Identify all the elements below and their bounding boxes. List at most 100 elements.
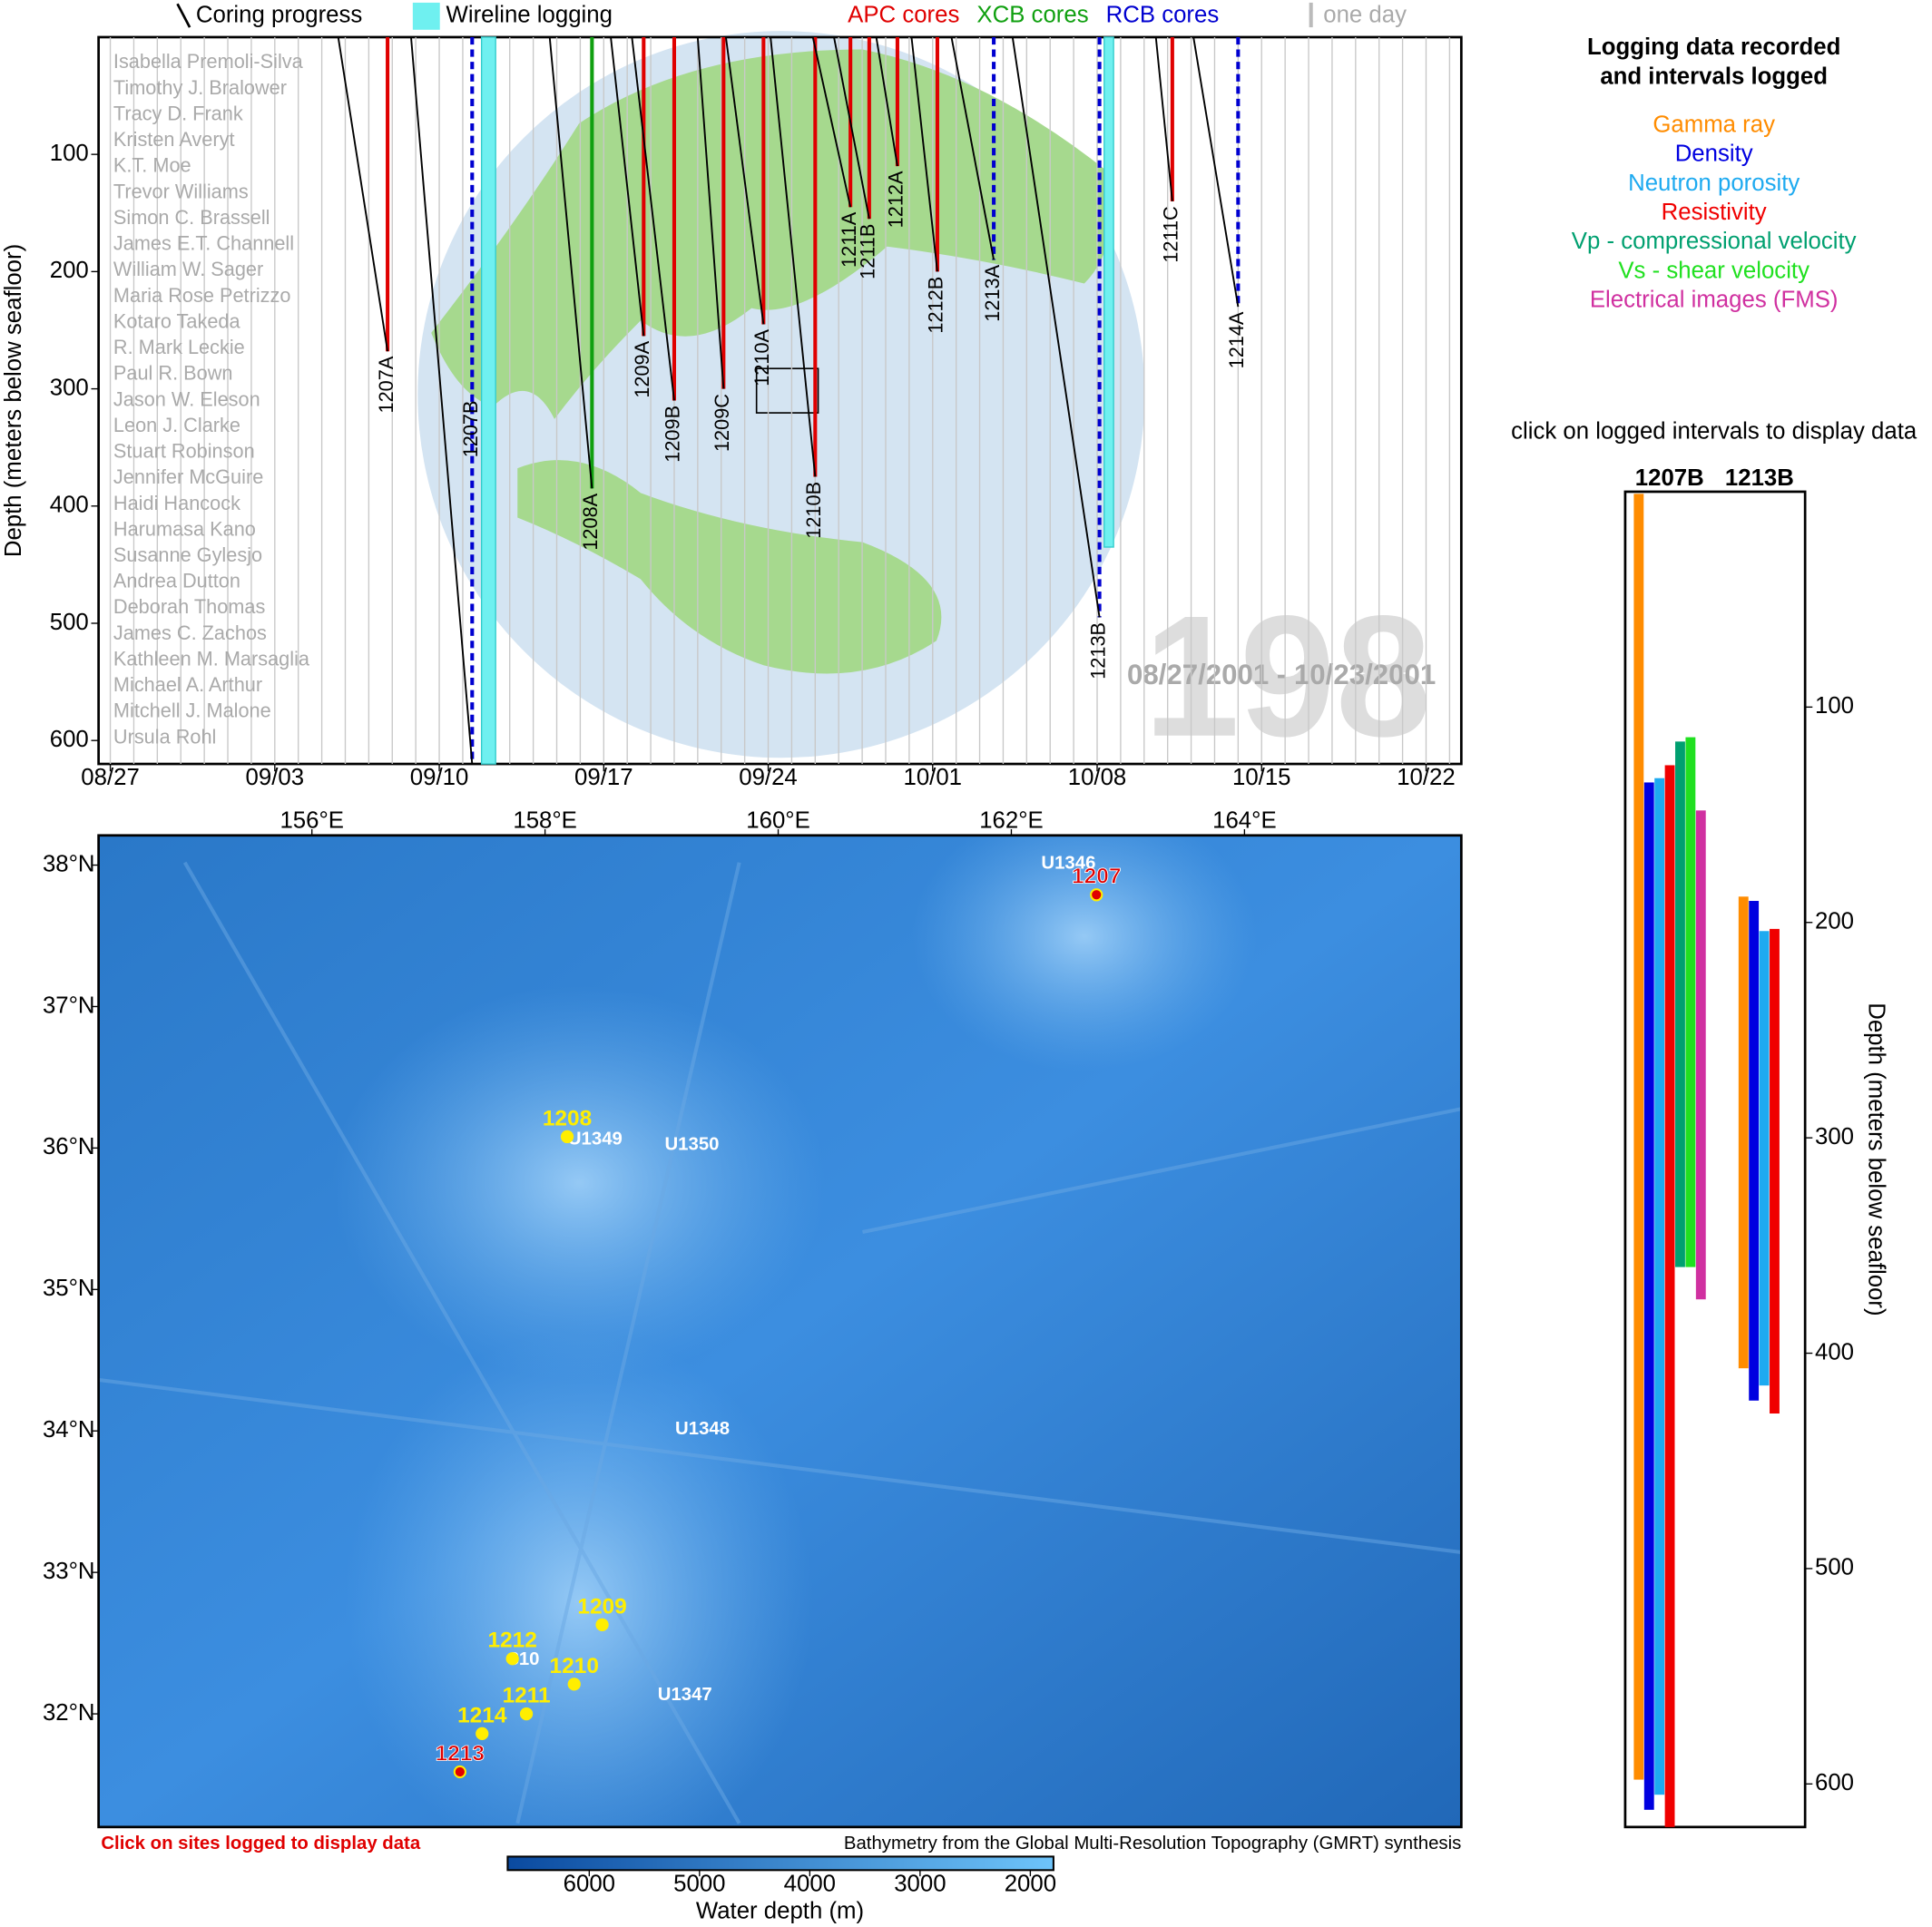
colorbar xyxy=(506,1855,1054,1872)
coring-progress xyxy=(724,36,765,325)
site-label: 1212 xyxy=(487,1629,536,1653)
legend-cores: APC cores xyxy=(848,3,959,28)
map-credit: Bathymetry from the Global Multi-Resolut… xyxy=(844,1834,1461,1854)
site xyxy=(476,1726,489,1741)
site xyxy=(560,1130,574,1144)
y-axis-label: Depth (meters below seafloor) xyxy=(1864,1003,1889,1316)
logging-interval xyxy=(480,36,496,765)
logged-interval[interactable] xyxy=(1643,782,1654,1810)
logged-interval[interactable] xyxy=(1664,765,1675,1827)
site-label[interactable]: 1207 xyxy=(1072,864,1122,889)
crew-name: Harumasa Kano xyxy=(113,517,256,540)
crew-name: Maria Rose Petrizzo xyxy=(113,284,291,307)
x-tick-label: 10/22 xyxy=(1397,765,1456,790)
site-label[interactable]: 1213 xyxy=(435,1741,485,1766)
site-label: 1211 xyxy=(503,1684,551,1708)
series-legend: Gamma ray xyxy=(1652,112,1775,138)
site-label: 1208 xyxy=(543,1106,592,1130)
hole-label: 1207A xyxy=(375,356,397,413)
site xyxy=(519,1707,534,1721)
logged-interval[interactable] xyxy=(1695,810,1706,1300)
series-legend: Vp - compressional velocity xyxy=(1572,229,1857,254)
x-tick-label: 09/17 xyxy=(574,765,633,790)
crew-name: Michael A. Arthur xyxy=(113,673,262,696)
coring-progress xyxy=(950,36,995,260)
crew-name: Ursula Rohl xyxy=(113,725,216,748)
x-tick-label: 09/03 xyxy=(246,765,305,790)
coring-progress xyxy=(770,36,817,477)
series-legend: Vs - shear velocity xyxy=(1618,258,1809,283)
coring-progress xyxy=(631,36,675,401)
hole-label: 1209C xyxy=(711,394,733,452)
lon-tick-label: 162°E xyxy=(979,808,1044,834)
category-label: 1207B xyxy=(1635,465,1704,491)
crew-name: Susanne Gylesjo xyxy=(113,543,262,566)
hole-label: 1208A xyxy=(579,493,602,550)
series-legend: Density xyxy=(1675,142,1753,167)
lat-tick-label: 35°N xyxy=(43,1276,95,1301)
coring-progress xyxy=(337,36,389,352)
panel-title: Logging data recorded xyxy=(1587,34,1840,60)
coring-progress xyxy=(811,36,852,208)
crew-name: Kristen Averyt xyxy=(113,128,235,151)
hole-label: 1211C xyxy=(1160,206,1182,262)
site xyxy=(567,1678,581,1691)
hole-label: 1211B xyxy=(857,224,879,279)
logged-interval[interactable] xyxy=(1685,737,1696,1267)
other-site-label: U1347 xyxy=(658,1685,712,1705)
site[interactable] xyxy=(1090,888,1103,902)
crew-name: Stuart Robinson xyxy=(113,440,255,463)
coring-progress xyxy=(1192,36,1240,308)
globe xyxy=(417,31,1145,758)
coring-progress xyxy=(910,36,938,272)
crew-name: K.T. Moe xyxy=(113,154,191,177)
site xyxy=(505,1652,519,1666)
crew-name: Isabella Premoli-Silva xyxy=(113,50,304,73)
logged-interval[interactable] xyxy=(1749,901,1760,1401)
y-tick-label: 400 xyxy=(1815,1339,1854,1365)
logged-interval[interactable] xyxy=(1675,741,1685,1267)
x-tick-label: 10/08 xyxy=(1068,765,1127,790)
site-label: 1210 xyxy=(550,1654,599,1678)
crew-name: Tracy D. Frank xyxy=(113,102,243,124)
logged-interval[interactable] xyxy=(1654,778,1665,1795)
logged-interval[interactable] xyxy=(1759,931,1770,1386)
y-tick-label: 200 xyxy=(1815,909,1854,934)
y-tick-label: 500 xyxy=(1815,1555,1854,1580)
lat-tick-label: 37°N xyxy=(43,993,95,1018)
map-frame xyxy=(97,834,1463,1829)
lon-tick-label: 164°E xyxy=(1212,808,1277,834)
hole-label: 1213B xyxy=(1086,622,1109,680)
crew-name: Trevor Williams xyxy=(113,180,249,202)
legend-coring: Coring progress xyxy=(196,3,362,28)
colorbar-tick-label: 4000 xyxy=(784,1871,836,1896)
other-site-label: U1350 xyxy=(664,1135,719,1155)
site-label: 1214 xyxy=(457,1703,507,1727)
crew-name: Kathleen M. Marsaglia xyxy=(113,648,310,670)
crew-name: Mitchell J. Malone xyxy=(113,699,271,722)
legend-cores: XCB cores xyxy=(976,3,1088,28)
colorbar-tick-label: 2000 xyxy=(1005,1871,1056,1896)
logged-interval[interactable] xyxy=(1633,494,1644,1780)
y-tick-label: 100 xyxy=(1815,693,1854,719)
logged-interval[interactable] xyxy=(1770,928,1780,1414)
legend-cores: RCB cores xyxy=(1106,3,1220,28)
other-site-label: U1349 xyxy=(568,1129,623,1149)
timeline-frame xyxy=(97,35,1463,766)
site[interactable] xyxy=(453,1765,466,1779)
other-site-label: U1346 xyxy=(1041,853,1095,873)
crew-name: Kotaro Takeda xyxy=(113,309,241,332)
expedition-dates: 08/27/2001 - 10/23/2001 xyxy=(1127,659,1436,690)
series-legend: Resistivity xyxy=(1662,200,1767,225)
x-tick-label: 08/27 xyxy=(81,765,140,790)
crew-name: Deborah Thomas xyxy=(113,595,266,618)
series-legend: Neutron porosity xyxy=(1628,171,1800,196)
lat-tick-label: 32°N xyxy=(43,1700,95,1726)
logged-interval[interactable] xyxy=(1738,896,1749,1369)
hole-label: 1211A xyxy=(838,211,860,268)
crew-name: Andrea Dutton xyxy=(113,570,240,592)
site-label: 1209 xyxy=(577,1594,626,1619)
hole-label: 1212B xyxy=(925,277,947,334)
